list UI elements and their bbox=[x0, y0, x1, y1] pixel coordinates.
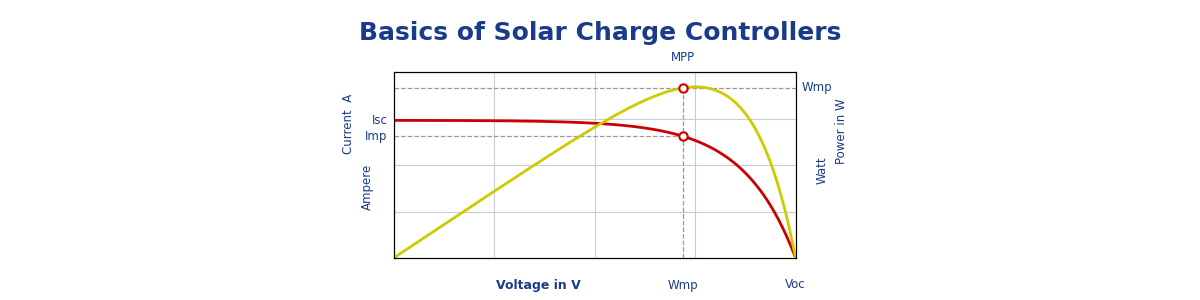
Text: Basics of Solar Charge Controllers: Basics of Solar Charge Controllers bbox=[359, 21, 841, 45]
Text: Power in W: Power in W bbox=[835, 99, 847, 164]
Text: MPP: MPP bbox=[671, 51, 695, 64]
Text: Current  A: Current A bbox=[342, 94, 354, 154]
Text: Imp: Imp bbox=[365, 130, 388, 143]
Text: Isc: Isc bbox=[372, 114, 388, 127]
Text: Wmp: Wmp bbox=[802, 81, 833, 94]
Text: Voc: Voc bbox=[785, 278, 806, 292]
Text: Wmp: Wmp bbox=[667, 278, 698, 292]
Text: Ampere: Ampere bbox=[361, 164, 373, 210]
Text: Watt: Watt bbox=[816, 157, 828, 184]
Text: Voltage in V: Voltage in V bbox=[496, 278, 581, 292]
